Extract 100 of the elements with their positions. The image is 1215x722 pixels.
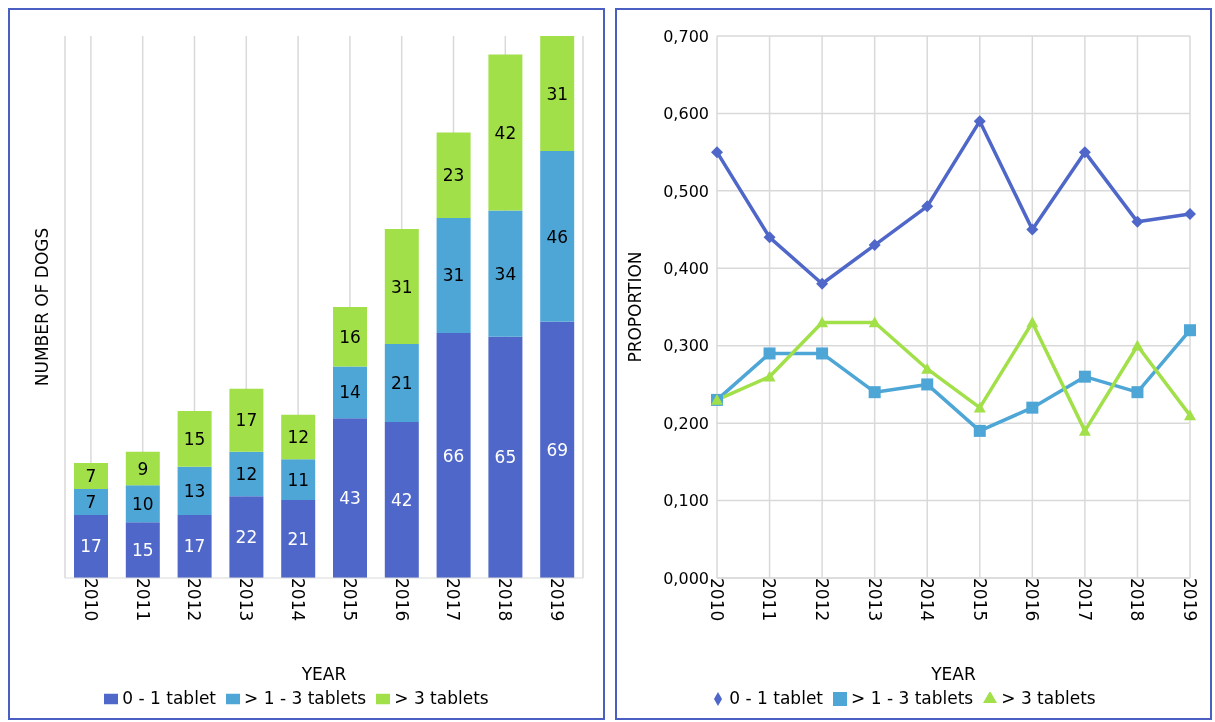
- y-axis-title: NUMBER OF DOGS: [32, 227, 53, 387]
- bar: [540, 151, 575, 322]
- bar: [540, 36, 575, 152]
- x-tick-label: 2014: [288, 578, 309, 622]
- point: [711, 146, 723, 159]
- bar: [436, 132, 471, 218]
- point: [763, 370, 776, 382]
- data-label: 66: [442, 445, 465, 466]
- bar: [177, 514, 212, 578]
- legend-label: > 3 tablets: [394, 688, 489, 708]
- data-label: 23: [442, 165, 465, 186]
- legend-label: > 1 - 3 tablets: [244, 688, 367, 708]
- x-tick-label: 2012: [184, 578, 205, 622]
- data-label: 31: [390, 276, 413, 297]
- data-label: 21: [287, 529, 310, 550]
- data-label: 22: [235, 527, 258, 548]
- x-tick-label: 2010: [80, 578, 101, 622]
- bar: [333, 418, 367, 578]
- y-tick-label: 0,000: [663, 568, 709, 588]
- x-tick-label: 2013: [236, 578, 257, 622]
- bar: [436, 332, 471, 578]
- point: [921, 200, 934, 213]
- data-label: 17: [235, 410, 258, 431]
- point: [1184, 324, 1196, 337]
- y-tick-label: 0,500: [663, 181, 709, 201]
- y-tick-label: 0,300: [663, 336, 709, 356]
- bar: [436, 217, 471, 333]
- x-tick-label: 2015: [969, 578, 990, 622]
- x-axis-title: YEAR: [300, 664, 347, 684]
- point: [868, 316, 881, 328]
- bar: [74, 514, 108, 578]
- x-tick-label: 2017: [1074, 578, 1095, 622]
- x-tick-label: 2013: [864, 578, 885, 622]
- point: [763, 347, 776, 360]
- bar: [488, 210, 523, 337]
- x-tick-label: 2016: [391, 578, 412, 622]
- data-label: 21: [390, 373, 413, 394]
- data-label: 9: [137, 458, 149, 479]
- point: [868, 239, 881, 252]
- point: [973, 115, 986, 128]
- bar: [384, 229, 419, 345]
- data-label: 65: [494, 447, 517, 468]
- bar: [177, 466, 212, 515]
- point: [1131, 339, 1144, 351]
- point: [868, 386, 881, 399]
- data-label: 13: [183, 480, 206, 501]
- x-tick-label: 2018: [495, 578, 516, 622]
- x-tick-label: 2017: [443, 578, 464, 622]
- bar: [125, 451, 160, 486]
- x-tick-label: 2012: [812, 578, 833, 622]
- bar: [229, 451, 264, 497]
- data-label: 12: [235, 464, 258, 485]
- x-tick-label: 2011: [132, 578, 153, 622]
- point: [1078, 146, 1091, 159]
- bar: [125, 522, 160, 578]
- data-label: 11: [287, 469, 310, 490]
- bar: [488, 54, 523, 211]
- data-label: 42: [494, 122, 517, 143]
- data-label: 15: [131, 540, 154, 561]
- point: [763, 231, 776, 244]
- x-axis-title: YEAR: [930, 664, 976, 684]
- legend-label: 0 - 1 tablet: [122, 688, 217, 708]
- data-label: 15: [183, 428, 206, 449]
- data-label: 7: [85, 491, 97, 512]
- data-label: 69: [546, 439, 569, 460]
- point: [1026, 223, 1039, 236]
- data-label: 17: [80, 536, 102, 557]
- point: [816, 316, 829, 328]
- x-tick-label: 2014: [917, 578, 938, 622]
- bar: [384, 422, 419, 578]
- legend-label: 0 - 1 tablet: [729, 688, 824, 708]
- legend-label: > 1 - 3 tablets: [851, 688, 974, 708]
- point: [1078, 370, 1091, 383]
- bar: [281, 459, 316, 501]
- bar: [540, 321, 575, 578]
- bar: [74, 462, 108, 489]
- point: [921, 378, 934, 391]
- bar: [177, 410, 212, 467]
- x-tick-label: 2015: [339, 578, 360, 622]
- y-tick-label: 0,100: [663, 491, 709, 511]
- point: [1026, 316, 1039, 328]
- data-label: 12: [287, 426, 310, 447]
- point: [973, 401, 986, 413]
- point: [1131, 386, 1144, 399]
- bar: [281, 414, 316, 460]
- point: [1184, 409, 1196, 421]
- data-label: 10: [131, 493, 154, 514]
- bar: [384, 344, 419, 423]
- point: [816, 277, 829, 290]
- y-tick-label: 0,400: [663, 258, 709, 278]
- y-tick-label: 0,700: [663, 26, 709, 46]
- data-label: 34: [494, 263, 517, 284]
- x-tick-label: 2016: [1022, 578, 1043, 622]
- data-label: 43: [339, 488, 361, 509]
- y-tick-label: 0,600: [663, 104, 709, 124]
- y-axis-title: PROPORTION: [625, 251, 646, 363]
- point: [1184, 208, 1196, 221]
- x-tick-label: 2019: [1179, 578, 1200, 622]
- point: [816, 347, 829, 360]
- point: [1026, 401, 1039, 414]
